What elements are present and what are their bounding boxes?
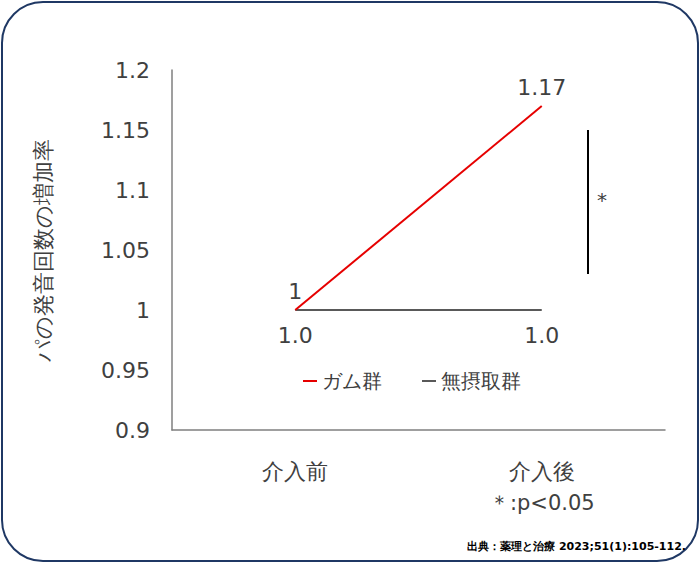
svg-text:0.9: 0.9 xyxy=(115,418,150,443)
svg-text:1.05: 1.05 xyxy=(101,238,150,263)
svg-text:介入後: 介入後 xyxy=(509,459,575,484)
svg-text:1.2: 1.2 xyxy=(115,58,150,83)
svg-text:1: 1 xyxy=(136,298,150,323)
svg-text:介入前: 介入前 xyxy=(262,459,328,484)
svg-text:無摂取群: 無摂取群 xyxy=(441,369,521,393)
svg-text:*: * xyxy=(597,188,607,212)
svg-text:1.0: 1.0 xyxy=(524,323,559,348)
svg-text:出典：薬理と治療 2023;51(1):105-112.: 出典：薬理と治療 2023;51(1):105-112. xyxy=(467,540,686,553)
svg-text:0.95: 0.95 xyxy=(101,358,150,383)
svg-text:1: 1 xyxy=(288,279,302,304)
svg-text:1.15: 1.15 xyxy=(101,118,150,143)
svg-text:＊:p<0.05: ＊:p<0.05 xyxy=(489,491,595,515)
svg-text:パの発音回数の増加率: パの発音回数の増加率 xyxy=(31,139,56,363)
svg-text:ガム群: ガム群 xyxy=(322,369,382,393)
svg-text:1.0: 1.0 xyxy=(278,323,313,348)
svg-text:1.1: 1.1 xyxy=(115,178,150,203)
svg-text:1.17: 1.17 xyxy=(517,75,566,100)
